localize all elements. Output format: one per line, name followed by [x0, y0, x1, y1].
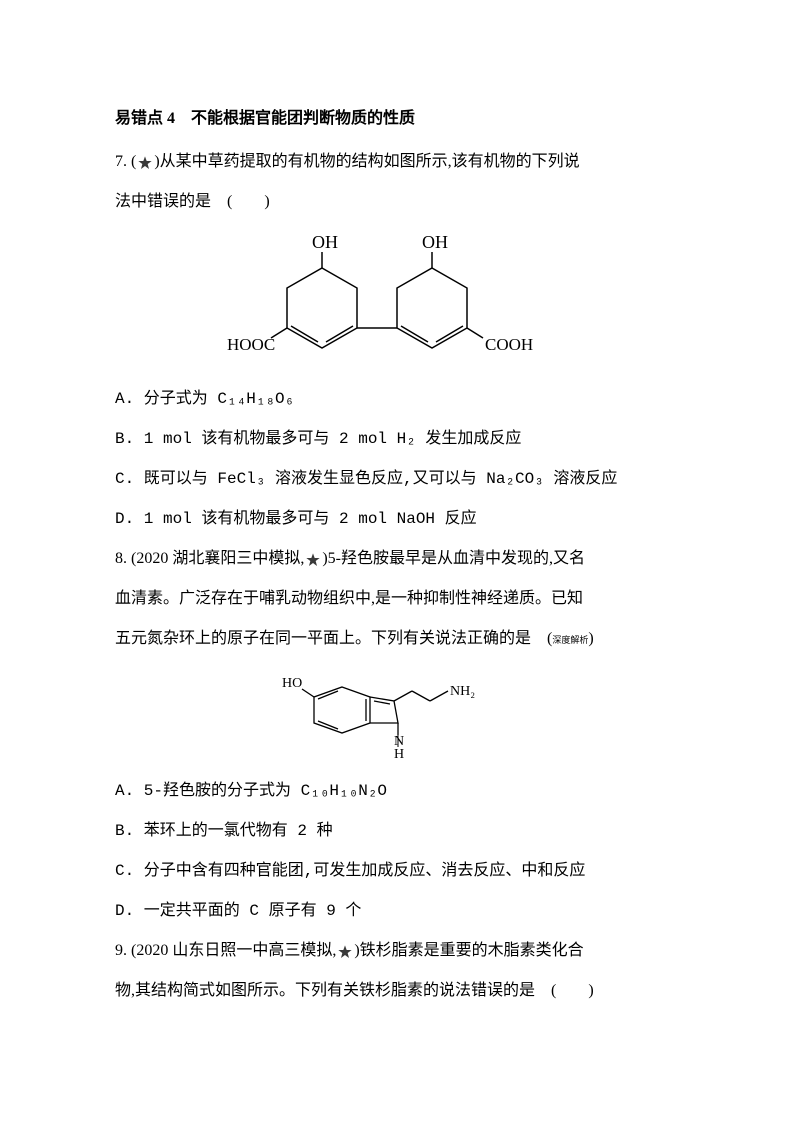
q7-structure-svg: OH OH HOOC COOH	[227, 228, 567, 368]
q9-stem-line1: 9. (2020 山东日照一中高三模拟, )铁杉脂素是重要的木脂素类化合	[115, 931, 679, 971]
q8-h: H	[394, 747, 404, 760]
star-icon	[137, 155, 153, 171]
q7-option-d: D. 1 mol 该有机物最多可与 2 mol NaOH 反应	[115, 499, 679, 539]
q7-figure: OH OH HOOC COOH	[115, 228, 679, 373]
star-icon	[337, 944, 353, 960]
q8-option-d: D. 一定共平面的 C 原子有 9 个	[115, 891, 679, 931]
q8-option-c: C. 分子中含有四种官能团,可发生加成反应、消去反应、中和反应	[115, 851, 679, 891]
q7-oh-right: OH	[422, 232, 448, 252]
section-title: 易错点 4 不能根据官能团判断物质的性质	[115, 100, 679, 138]
q7-option-b: B. 1 mol 该有机物最多可与 2 mol H₂ 发生加成反应	[115, 419, 679, 459]
q7-hooc: HOOC	[227, 335, 275, 354]
q9-stem-line2: 物,其结构简式如图所示。下列有关铁杉脂素的说法错误的是 ( )	[115, 971, 679, 1011]
q8-option-a: A. 5-羟色胺的分子式为 C₁₀H₁₀N₂O	[115, 771, 679, 811]
q8-option-b: B. 苯环上的一氯代物有 2 种	[115, 811, 679, 851]
star-icon	[305, 552, 321, 568]
q7-text1b: )从某中草药提取的有机物的结构如图所示,该有机物的下列说	[154, 153, 579, 170]
q8-text1: 8. (2020 湖北襄阳三中模拟,	[115, 550, 304, 567]
q7-stem-line1: 7. ( )从某中草药提取的有机物的结构如图所示,该有机物的下列说	[115, 142, 679, 182]
q8-nh2: NH₂	[450, 684, 475, 699]
deep-analysis-label: 深度解析	[552, 635, 588, 645]
q7-stem-line2: 法中错误的是 ( )	[115, 182, 679, 222]
q8-ho: HO	[282, 676, 302, 691]
q8-text3: 五元氮杂环上的原子在同一平面上。下列有关说法正确的是 (	[115, 630, 552, 647]
q9-text1: 9. (2020 山东日照一中高三模拟,	[115, 942, 336, 959]
q8-stem-line3: 五元氮杂环上的原子在同一平面上。下列有关说法正确的是 (深度解析)	[115, 619, 679, 659]
q8-stem-line1: 8. (2020 湖北襄阳三中模拟, )5-羟色胺最早是从血清中发现的,又名	[115, 539, 679, 579]
q7-text1: 7. (	[115, 153, 136, 170]
q7-option-c: C. 既可以与 FeCl₃ 溶液发生显色反应,又可以与 Na₂CO₃ 溶液反应	[115, 459, 679, 499]
q8-text3-tail: )	[588, 630, 593, 647]
q7-cooh: COOH	[485, 335, 533, 354]
q9-text1b: )铁杉脂素是重要的木脂素类化合	[354, 942, 583, 959]
q8-text1b: )5-羟色胺最早是从血清中发现的,又名	[322, 550, 585, 567]
q8-figure: HO NH₂ N H	[115, 665, 679, 765]
q7-option-a: A. 分子式为 C₁₄H₁₈O₆	[115, 379, 679, 419]
q8-stem-line2: 血清素。广泛存在于哺乳动物组织中,是一种抑制性神经递质。已知	[115, 579, 679, 619]
q7-oh-left: OH	[312, 232, 338, 252]
q8-structure-svg: HO NH₂ N H	[282, 665, 512, 760]
